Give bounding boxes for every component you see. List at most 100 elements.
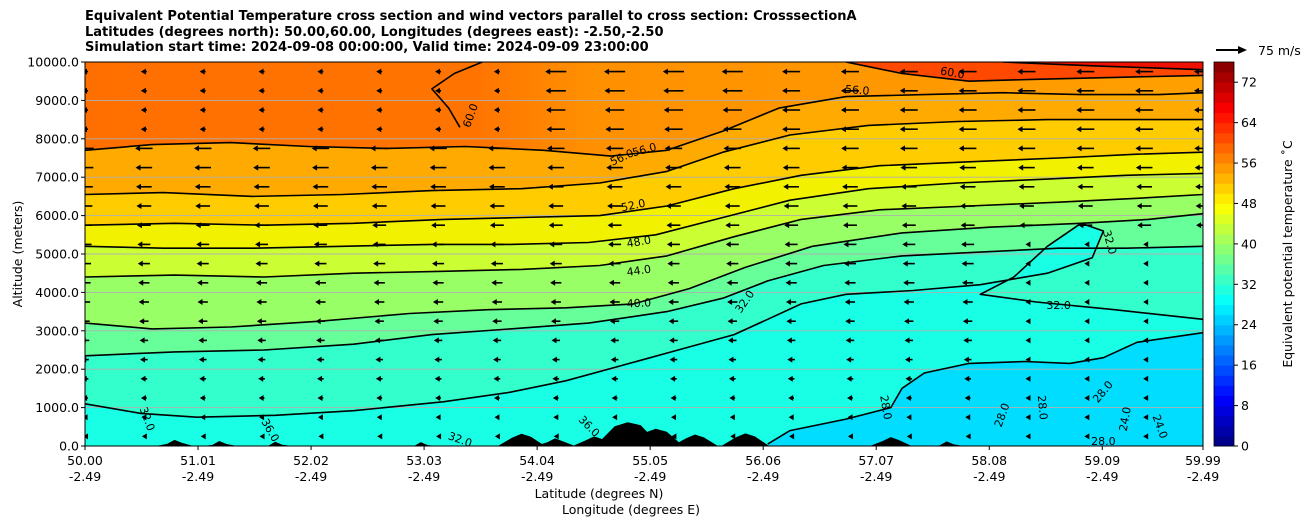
wind-vector-head — [958, 145, 964, 152]
wind-vector-head — [313, 241, 319, 248]
wind-vector — [899, 126, 918, 133]
wind-vector-head — [138, 279, 144, 286]
wind-vector-head — [901, 203, 907, 209]
wind-vector-head — [1084, 337, 1090, 344]
colorbar-step — [1214, 415, 1234, 427]
x-tick-label-lat: 55.05 — [632, 453, 668, 468]
wind-vector-head — [374, 299, 380, 305]
wind-vector-head — [609, 299, 615, 305]
wind-vector — [253, 164, 270, 171]
wind-vector — [724, 203, 740, 209]
wind-vector-head — [904, 318, 910, 325]
x-tick-label-lon: -2.49 — [69, 469, 101, 484]
wind-vector — [669, 356, 678, 363]
wind-vector — [847, 395, 853, 401]
wind-vector — [1143, 318, 1149, 325]
wind-vector-head — [194, 183, 200, 190]
wind-vector — [433, 337, 443, 344]
wind-vector-head — [667, 260, 673, 267]
wind-vector-head — [784, 241, 790, 248]
wind-vector — [435, 107, 442, 113]
wind-vector-head — [729, 414, 735, 421]
wind-vector-head — [782, 164, 788, 171]
wind-vector-head — [958, 107, 964, 113]
colorbar-step — [1214, 284, 1234, 295]
contour-line-44-0 — [85, 193, 1203, 278]
wind-vector-head — [1136, 183, 1142, 190]
wind-vector — [609, 299, 620, 305]
wind-vector — [786, 337, 796, 344]
wind-vector-head — [255, 260, 261, 267]
colorbar-step — [1214, 254, 1234, 265]
wind-vector-head — [312, 203, 318, 209]
wind-vector — [373, 279, 385, 286]
wind-vector — [254, 203, 269, 209]
colorbar-step — [1214, 375, 1234, 386]
wind-vector — [904, 337, 914, 344]
wind-vector-head — [1135, 107, 1141, 113]
wind-vector — [962, 299, 973, 305]
wind-vector-head — [670, 375, 676, 382]
wind-vector — [1084, 395, 1090, 401]
wind-vector-head — [85, 433, 88, 440]
wind-vector-head — [1194, 126, 1199, 133]
wind-vector-head — [842, 183, 848, 190]
x-tick-label-lon: -2.49 — [860, 469, 892, 484]
wind-vector-head — [1195, 203, 1201, 209]
wind-vector — [553, 433, 559, 440]
wind-vector-head — [902, 241, 908, 248]
wind-vector — [138, 279, 150, 286]
wind-vector-head — [491, 299, 497, 305]
quiver-key: 75 m/s — [1216, 43, 1301, 58]
wind-vector — [257, 356, 266, 363]
wind-vector-head — [1077, 183, 1083, 190]
wind-vector-head — [606, 183, 612, 190]
wind-vector-head — [899, 126, 905, 133]
wind-vector-head — [1077, 203, 1083, 209]
wind-vector — [782, 107, 801, 113]
wind-vector — [85, 186, 93, 188]
wind-vector-head — [258, 107, 264, 113]
wind-vector-head — [196, 260, 202, 267]
wind-vector — [784, 241, 798, 248]
wind-vector-head — [371, 203, 377, 209]
wind-vector-head — [314, 260, 320, 267]
wind-vector-head — [604, 68, 610, 75]
wind-vector-head — [433, 318, 439, 325]
wind-vector-head — [255, 241, 261, 248]
wind-vector — [195, 203, 211, 209]
wind-vector — [252, 145, 271, 152]
wind-vector-head — [607, 222, 613, 229]
wind-vector — [667, 260, 680, 267]
wind-vector-head — [197, 318, 203, 325]
wind-vector-head — [79, 280, 84, 286]
colorbar-step — [1214, 314, 1234, 326]
wind-vector — [958, 107, 977, 113]
wind-vector-head — [900, 164, 906, 171]
contour-line-64-0 — [1002, 62, 1203, 71]
wind-vector-head — [847, 395, 853, 401]
wind-vector-head — [254, 203, 260, 209]
x-tick-label-lat: 59.99 — [1185, 453, 1221, 468]
wind-vector — [846, 375, 854, 382]
wind-vector — [1195, 183, 1203, 190]
wind-vector-head — [433, 337, 439, 344]
wind-vector — [1143, 395, 1149, 401]
wind-vector-head — [959, 164, 965, 171]
wind-vector — [1076, 126, 1095, 133]
wind-vector-head — [1143, 318, 1149, 325]
wind-vector — [429, 164, 447, 171]
wind-vector-head — [259, 433, 265, 440]
contour-line-52-0 — [85, 151, 1203, 226]
wind-vector — [1025, 337, 1031, 344]
wind-vector — [964, 375, 971, 382]
wind-vector — [1137, 222, 1152, 229]
wind-vector-head — [1137, 222, 1143, 229]
wind-vector — [1025, 241, 1031, 248]
wind-vector-head — [135, 183, 141, 190]
wind-vector — [604, 68, 626, 75]
wind-vector — [488, 164, 506, 171]
wind-vector — [200, 433, 206, 440]
wind-vector — [375, 375, 383, 382]
wind-vector-head — [193, 145, 199, 152]
